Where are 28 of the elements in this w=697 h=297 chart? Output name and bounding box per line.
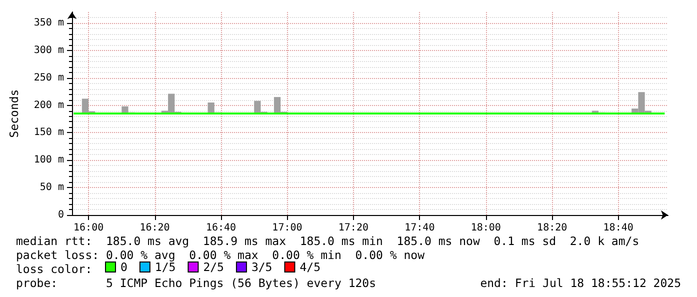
legend-label: 0	[120, 260, 128, 274]
y-axis-title: Seconds	[7, 89, 21, 138]
x-tick-label: 16:00	[73, 222, 104, 234]
x-tick-label: 18:40	[603, 222, 634, 234]
y-tick-label: 50 m	[40, 182, 64, 194]
y-tick-label: 300 m	[34, 44, 64, 56]
text: end: Fri Jul 18 18:55:12 2025	[480, 276, 681, 290]
legend-title: loss color:	[16, 262, 92, 276]
legend-label: 3/5	[251, 260, 272, 274]
y-tick-label: 150 m	[34, 127, 64, 138]
text: median rtt: 185.0 ms avg 185.9 ms max 185.0 ms min 185.0 ms now 0.1 ms sd 2.0 k am/s	[16, 234, 640, 248]
x-tick-label: 16:20	[140, 222, 170, 234]
y-tick-label: 100 m	[34, 154, 64, 166]
y-tick-label: 0	[58, 210, 64, 220]
x-tick-label: 17:00	[272, 222, 302, 234]
x-tick-label: 16:40	[206, 222, 236, 234]
legend-label: 2/5	[203, 260, 224, 274]
legend-label: 1/5	[154, 260, 176, 274]
legend-label: 4/5	[300, 260, 321, 274]
x-tick-label: 18:00	[470, 222, 501, 234]
y-tick-label: 250 m	[34, 72, 64, 84]
y-tick-label: 200 m	[34, 100, 64, 111]
text: packet loss: 0.00 % avg 0.00 % max 0.00 % min 0.00 % now	[16, 248, 424, 262]
x-tick-label: 17:40	[404, 222, 435, 234]
y-tick-label: 350 m	[34, 17, 64, 28]
text: probe: 5 ICMP Echo Pings (56 Bytes) every 120s	[16, 276, 376, 290]
x-tick-label: 18:20	[537, 222, 568, 234]
x-tick-label: 17:20	[338, 222, 368, 234]
